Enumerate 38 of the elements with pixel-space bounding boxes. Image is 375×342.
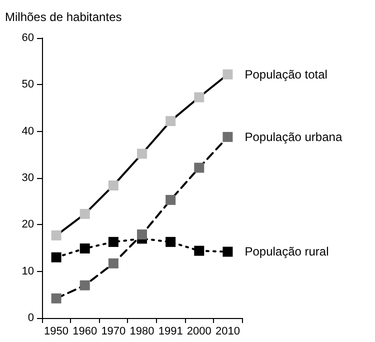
- point: [194, 92, 204, 102]
- x-tick-label: 2000: [186, 326, 212, 338]
- point: [166, 194, 176, 205]
- y-tick-label: 50: [22, 78, 34, 91]
- x-tick-label: 1950: [44, 326, 69, 338]
- y-tick-label: 10: [22, 265, 34, 278]
- point: [166, 116, 176, 126]
- point: [166, 236, 176, 247]
- series-label: População urbana: [244, 130, 342, 144]
- point: [222, 132, 233, 142]
- point: [51, 293, 62, 304]
- y-tick-label: 0: [28, 312, 34, 324]
- x-tick-label: 1960: [72, 326, 98, 338]
- point: [108, 258, 118, 268]
- point: [108, 236, 118, 247]
- point: [194, 246, 204, 256]
- y-axis-title: Milhões de habitantes: [5, 10, 122, 24]
- x-tick-label: 1991: [158, 326, 183, 338]
- x-tick-label: 1980: [130, 326, 154, 338]
- point: [80, 280, 90, 290]
- x-tick-label: 2010: [215, 326, 240, 338]
- point: [222, 246, 233, 257]
- series-label: População total: [244, 67, 328, 82]
- point: [80, 208, 90, 219]
- point: [194, 162, 204, 173]
- y-tick-label: 40: [22, 125, 34, 138]
- point: [51, 252, 62, 262]
- point: [222, 69, 233, 80]
- y-tick-label: 30: [22, 172, 34, 184]
- x-tick-label: 1970: [101, 326, 126, 338]
- point: [51, 230, 62, 240]
- point: [80, 243, 90, 254]
- point: [137, 148, 147, 159]
- y-tick-label: 20: [22, 218, 34, 231]
- point: [108, 180, 118, 190]
- series-label: População rural: [244, 244, 329, 259]
- y-tick-label: 60: [22, 32, 34, 44]
- point: [137, 229, 147, 240]
